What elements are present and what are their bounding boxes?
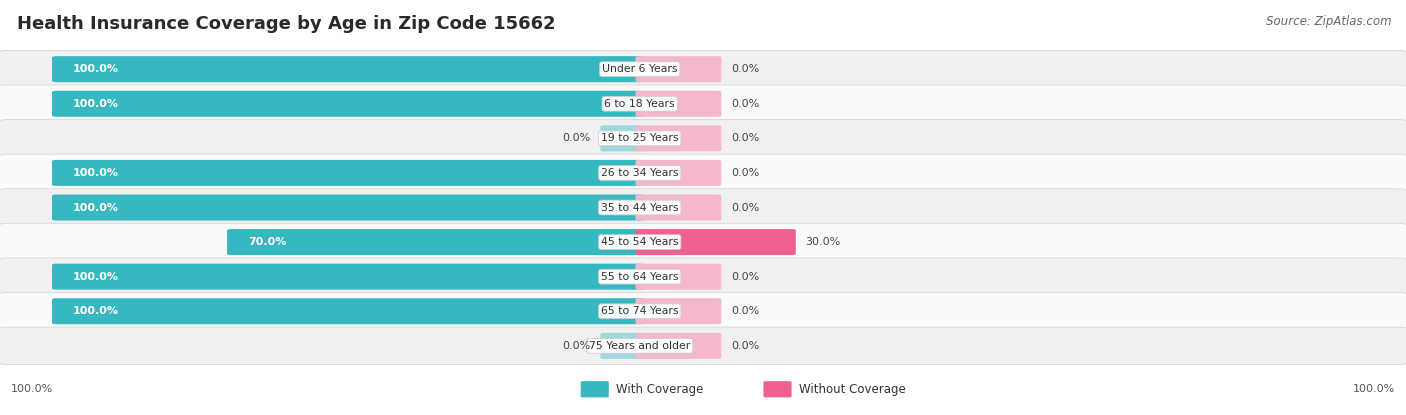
Text: 100.0%: 100.0% [73, 203, 120, 212]
FancyBboxPatch shape [581, 381, 609, 398]
Text: 0.0%: 0.0% [731, 306, 759, 316]
FancyBboxPatch shape [0, 189, 1406, 226]
Text: 0.0%: 0.0% [562, 341, 591, 351]
FancyBboxPatch shape [636, 195, 721, 220]
Text: 6 to 18 Years: 6 to 18 Years [605, 99, 675, 109]
Text: 45 to 54 Years: 45 to 54 Years [600, 237, 679, 247]
FancyBboxPatch shape [52, 160, 644, 186]
Text: 65 to 74 Years: 65 to 74 Years [600, 306, 679, 316]
Text: Without Coverage: Without Coverage [799, 383, 905, 396]
FancyBboxPatch shape [228, 229, 644, 255]
Text: 0.0%: 0.0% [731, 168, 759, 178]
Text: 0.0%: 0.0% [731, 99, 759, 109]
FancyBboxPatch shape [0, 293, 1406, 330]
FancyBboxPatch shape [0, 154, 1406, 192]
FancyBboxPatch shape [636, 125, 721, 151]
FancyBboxPatch shape [636, 160, 721, 186]
FancyBboxPatch shape [0, 51, 1406, 88]
FancyBboxPatch shape [636, 298, 721, 324]
FancyBboxPatch shape [0, 258, 1406, 295]
Text: 0.0%: 0.0% [562, 133, 591, 143]
FancyBboxPatch shape [636, 264, 721, 290]
FancyBboxPatch shape [0, 85, 1406, 122]
FancyBboxPatch shape [52, 264, 644, 290]
FancyBboxPatch shape [0, 327, 1406, 364]
Text: Health Insurance Coverage by Age in Zip Code 15662: Health Insurance Coverage by Age in Zip … [17, 15, 555, 32]
Text: 0.0%: 0.0% [731, 341, 759, 351]
Text: 100.0%: 100.0% [73, 272, 120, 282]
Text: 0.0%: 0.0% [731, 64, 759, 74]
FancyBboxPatch shape [600, 333, 644, 359]
Text: 0.0%: 0.0% [731, 133, 759, 143]
FancyBboxPatch shape [0, 223, 1406, 261]
Text: 100.0%: 100.0% [11, 384, 53, 394]
FancyBboxPatch shape [52, 195, 644, 220]
FancyBboxPatch shape [0, 120, 1406, 157]
Text: 26 to 34 Years: 26 to 34 Years [600, 168, 679, 178]
FancyBboxPatch shape [600, 125, 644, 151]
Text: 55 to 64 Years: 55 to 64 Years [600, 272, 679, 282]
Text: 100.0%: 100.0% [73, 99, 120, 109]
FancyBboxPatch shape [636, 91, 721, 117]
Text: 100.0%: 100.0% [1353, 384, 1395, 394]
Text: With Coverage: With Coverage [616, 383, 703, 396]
FancyBboxPatch shape [636, 333, 721, 359]
Text: 75 Years and older: 75 Years and older [589, 341, 690, 351]
Text: 0.0%: 0.0% [731, 272, 759, 282]
Text: Under 6 Years: Under 6 Years [602, 64, 678, 74]
FancyBboxPatch shape [636, 56, 721, 82]
FancyBboxPatch shape [52, 56, 644, 82]
Text: 100.0%: 100.0% [73, 64, 120, 74]
FancyBboxPatch shape [636, 229, 796, 255]
Text: 0.0%: 0.0% [731, 203, 759, 212]
FancyBboxPatch shape [52, 91, 644, 117]
Text: 100.0%: 100.0% [73, 306, 120, 316]
Text: 19 to 25 Years: 19 to 25 Years [600, 133, 679, 143]
FancyBboxPatch shape [763, 381, 792, 398]
FancyBboxPatch shape [52, 298, 644, 324]
Text: 70.0%: 70.0% [249, 237, 287, 247]
Text: 35 to 44 Years: 35 to 44 Years [600, 203, 679, 212]
Text: 30.0%: 30.0% [806, 237, 841, 247]
Text: 100.0%: 100.0% [73, 168, 120, 178]
Text: Source: ZipAtlas.com: Source: ZipAtlas.com [1267, 15, 1392, 27]
